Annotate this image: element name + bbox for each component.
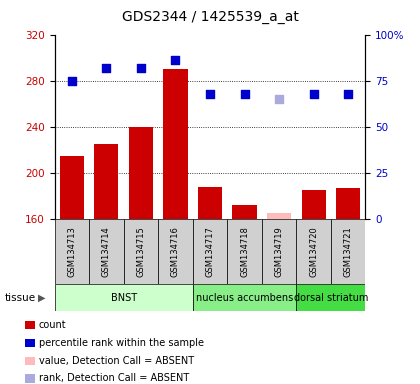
Point <box>68 78 75 84</box>
Text: GSM134717: GSM134717 <box>205 226 215 277</box>
Bar <box>25 339 34 347</box>
Text: percentile rank within the sample: percentile rank within the sample <box>39 338 204 348</box>
Bar <box>297 284 365 311</box>
Bar <box>297 219 331 284</box>
Text: BNST: BNST <box>110 293 137 303</box>
Text: count: count <box>39 320 66 330</box>
Bar <box>94 144 118 219</box>
Bar <box>89 219 123 284</box>
Text: rank, Detection Call = ABSENT: rank, Detection Call = ABSENT <box>39 374 189 384</box>
Bar <box>129 127 153 219</box>
Text: GDS2344 / 1425539_a_at: GDS2344 / 1425539_a_at <box>121 10 299 23</box>
Point <box>241 91 248 97</box>
Point <box>172 57 179 63</box>
Bar <box>25 321 34 329</box>
Text: GSM134714: GSM134714 <box>102 226 111 277</box>
Text: GSM134720: GSM134720 <box>309 226 318 277</box>
Bar <box>193 219 227 284</box>
Bar <box>55 219 89 284</box>
Point <box>276 96 282 102</box>
Text: dorsal striatum: dorsal striatum <box>294 293 368 303</box>
Bar <box>336 188 360 219</box>
Text: nucleus accumbens: nucleus accumbens <box>196 293 293 303</box>
Text: GSM134718: GSM134718 <box>240 226 249 277</box>
Point <box>103 65 110 71</box>
Text: tissue: tissue <box>4 293 35 303</box>
Text: GSM134721: GSM134721 <box>344 226 353 277</box>
Text: GSM134719: GSM134719 <box>275 226 284 277</box>
Text: value, Detection Call = ABSENT: value, Detection Call = ABSENT <box>39 356 194 366</box>
Bar <box>227 219 262 284</box>
Bar <box>267 213 291 219</box>
Point <box>345 91 352 97</box>
Text: GSM134716: GSM134716 <box>171 226 180 277</box>
Bar <box>163 69 188 219</box>
Point <box>207 91 213 97</box>
Bar <box>123 219 158 284</box>
Text: ▶: ▶ <box>38 293 45 303</box>
Point <box>138 65 144 71</box>
Bar <box>262 219 297 284</box>
Text: GSM134715: GSM134715 <box>136 226 145 277</box>
Bar <box>25 357 34 365</box>
Bar <box>331 219 365 284</box>
Bar <box>60 156 84 219</box>
Bar <box>55 284 193 311</box>
Point <box>310 91 317 97</box>
Bar <box>158 219 193 284</box>
Text: GSM134713: GSM134713 <box>67 226 76 277</box>
Bar <box>198 187 222 219</box>
Bar <box>25 374 34 382</box>
Bar <box>232 205 257 219</box>
Bar <box>193 284 297 311</box>
Bar <box>302 190 326 219</box>
